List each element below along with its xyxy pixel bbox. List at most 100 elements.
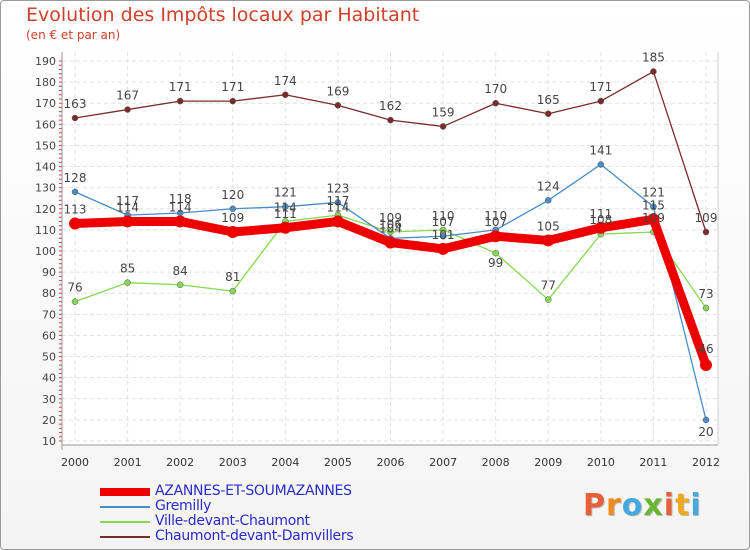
y-tick-label: 100 xyxy=(35,245,56,258)
chart-title: Evolution des Impôts locaux par Habitant xyxy=(26,4,420,26)
data-label: 108 xyxy=(589,213,612,227)
data-point-gremilly xyxy=(545,197,552,204)
data-point-chaumont-devant-damvillers xyxy=(176,97,184,105)
data-label: 107 xyxy=(432,215,455,229)
data-label: 101 xyxy=(432,228,455,242)
data-point-chaumont-devant-damvillers xyxy=(124,106,131,113)
data-point-azannes-et-soumazannes xyxy=(69,217,81,230)
legend-swatch-gremilly xyxy=(100,506,150,508)
y-tick-label: 30 xyxy=(42,393,56,406)
data-label: 117 xyxy=(326,194,349,208)
data-label: 110 xyxy=(484,209,507,223)
data-point-azannes-et-soumazannes xyxy=(647,213,660,226)
data-label: 109 xyxy=(221,211,244,225)
data-point-azannes-et-soumazannes xyxy=(226,226,239,238)
data-label: 165 xyxy=(537,93,560,107)
data-label: 123 xyxy=(326,181,349,195)
x-tick-label: 2006 xyxy=(377,456,405,469)
data-label: 174 xyxy=(274,74,297,88)
data-point-ville-devant-chaumont xyxy=(492,249,499,257)
data-label: 84 xyxy=(173,264,188,278)
x-tick-label: 2000 xyxy=(61,456,89,469)
data-label: 121 xyxy=(274,186,297,200)
y-tick-label: 50 xyxy=(42,351,56,364)
data-point-ville-devant-chaumont xyxy=(124,279,131,286)
data-label: 109 xyxy=(379,211,402,225)
data-label: 120 xyxy=(221,188,244,202)
data-label: 162 xyxy=(379,99,402,113)
y-tick-label: 160 xyxy=(35,118,56,131)
data-point-azannes-et-soumazannes xyxy=(437,242,450,255)
data-label: 171 xyxy=(221,80,244,94)
data-label: 73 xyxy=(698,287,713,301)
data-label: 111 xyxy=(274,207,297,221)
data-label: 111 xyxy=(589,207,612,221)
data-label: 114 xyxy=(169,200,192,214)
x-tick-label: 2002 xyxy=(166,456,194,469)
y-tick-label: 110 xyxy=(35,224,56,237)
y-tick-label: 20 xyxy=(42,414,56,427)
logo-letter: o xyxy=(621,488,644,523)
legend-swatch-chaumont-devant-damvillers xyxy=(100,536,150,538)
data-point-chaumont-devant-damvillers xyxy=(545,110,552,118)
data-label: 159 xyxy=(432,105,455,119)
legend-swatch-ville-devant-chaumont xyxy=(100,521,150,523)
x-tick-label: 2003 xyxy=(219,456,247,469)
y-tick-label: 90 xyxy=(42,266,56,279)
y-tick-label: 10 xyxy=(42,435,56,448)
y-tick-label: 120 xyxy=(35,203,56,216)
data-label: 77 xyxy=(541,279,556,293)
x-tick-label: 2008 xyxy=(482,456,510,469)
data-point-ville-devant-chaumont xyxy=(702,304,710,312)
data-label: 114 xyxy=(274,200,297,214)
data-point-ville-devant-chaumont xyxy=(71,298,79,305)
data-point-ville-devant-chaumont xyxy=(439,226,447,234)
data-point-chaumont-devant-damvillers xyxy=(229,97,236,105)
x-tick-label: 2012 xyxy=(692,456,720,469)
y-tick-label: 170 xyxy=(35,97,56,110)
data-point-azannes-et-soumazannes xyxy=(700,359,712,371)
x-tick-label: 2007 xyxy=(429,456,457,469)
data-point-chaumont-devant-damvillers xyxy=(650,68,657,75)
logo-letter: r xyxy=(606,488,622,523)
data-label: 85 xyxy=(120,262,135,276)
y-tick-label: 70 xyxy=(42,308,56,321)
data-point-chaumont-devant-damvillers xyxy=(282,91,289,99)
data-point-ville-devant-chaumont xyxy=(229,287,236,295)
data-label: 170 xyxy=(484,82,507,96)
data-point-gremilly xyxy=(597,161,605,168)
logo-letter: i xyxy=(690,488,702,523)
data-point-gremilly xyxy=(334,199,342,206)
x-tick-label: 2004 xyxy=(271,456,299,469)
data-label: 76 xyxy=(67,281,82,295)
data-label: 114 xyxy=(116,200,139,214)
data-label: 118 xyxy=(169,192,192,206)
data-label: 81 xyxy=(225,270,240,284)
data-label: 109 xyxy=(642,211,665,225)
data-label: 171 xyxy=(589,80,612,94)
data-label: 113 xyxy=(64,203,87,217)
data-point-azannes-et-soumazannes xyxy=(279,221,292,234)
data-point-ville-devant-chaumont xyxy=(545,296,552,303)
data-point-gremilly xyxy=(650,203,657,210)
data-label: 105 xyxy=(537,219,560,233)
data-label: 109 xyxy=(695,211,718,225)
data-point-ville-devant-chaumont xyxy=(387,228,394,236)
data-point-chaumont-devant-damvillers xyxy=(334,102,342,109)
legend-label-ville-devant-chaumont: Ville-devant-Chaumont xyxy=(155,513,310,529)
data-label: 106 xyxy=(379,217,402,231)
x-tick-label: 2001 xyxy=(114,456,142,469)
data-label: 46 xyxy=(698,342,713,356)
data-point-azannes-et-soumazannes xyxy=(384,236,397,249)
y-tick-label: 190 xyxy=(35,55,56,68)
data-point-azannes-et-soumazannes xyxy=(489,230,502,243)
data-point-chaumont-devant-damvillers xyxy=(597,97,605,105)
data-label: 121 xyxy=(642,186,665,200)
data-point-azannes-et-soumazannes xyxy=(121,215,134,228)
data-label: 115 xyxy=(642,198,665,212)
data-label: 185 xyxy=(642,51,665,65)
data-label: 169 xyxy=(326,84,349,98)
data-point-gremilly xyxy=(702,416,710,424)
data-point-azannes-et-soumazannes xyxy=(174,215,187,228)
data-point-azannes-et-soumazannes xyxy=(331,215,344,228)
